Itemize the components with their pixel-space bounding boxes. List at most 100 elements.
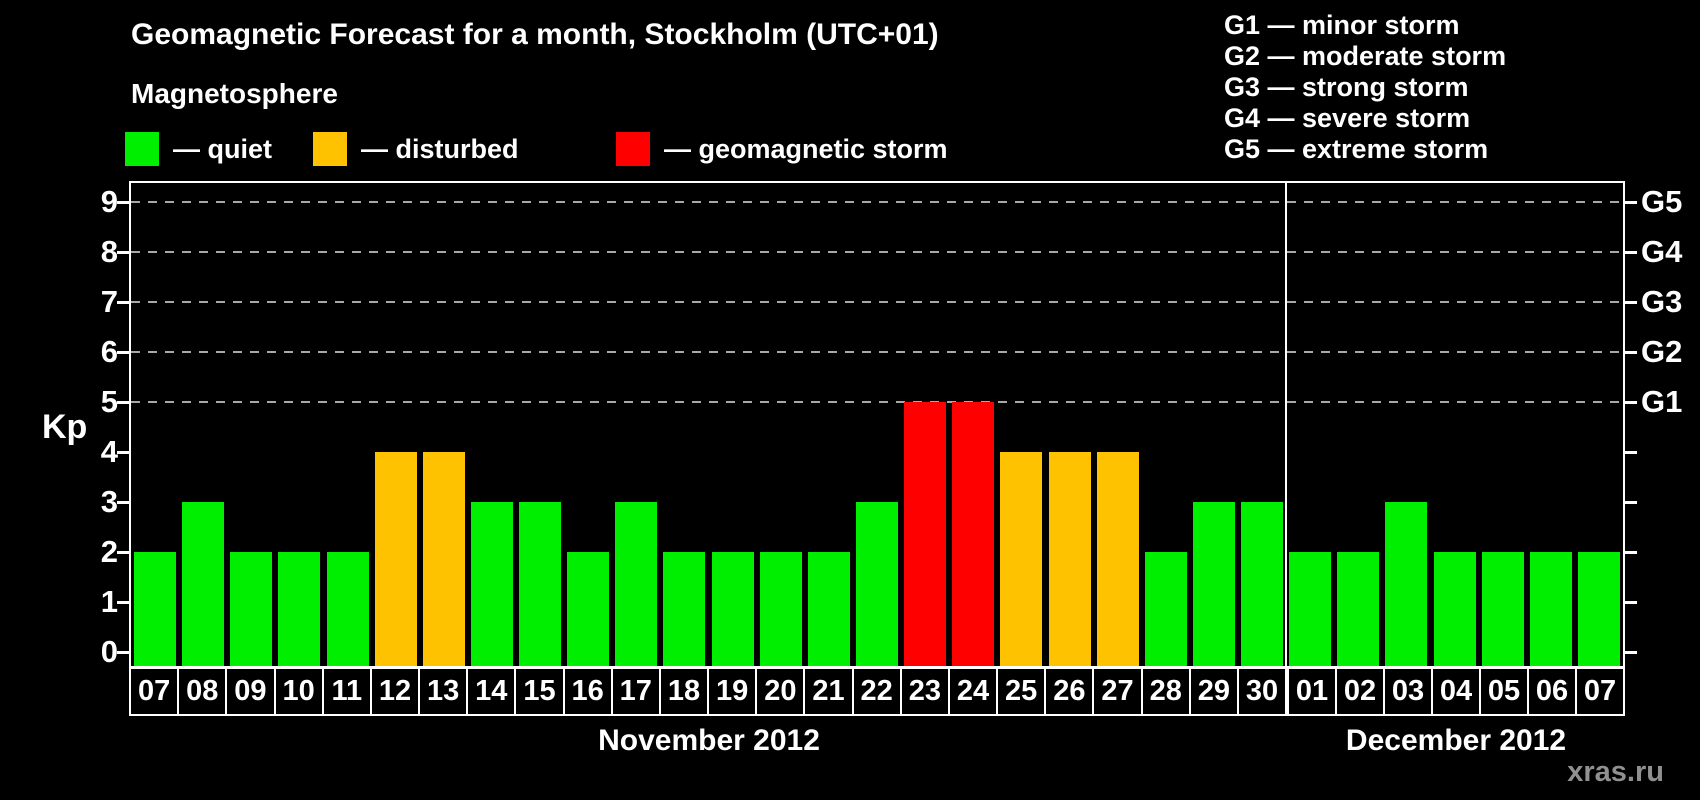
kp-bar-18 xyxy=(663,552,706,667)
day-label-cell: 11 xyxy=(321,668,370,714)
left-axis-tick xyxy=(117,401,129,404)
legend-label-disturbed: — disturbed xyxy=(361,133,519,164)
kp-bar-03 xyxy=(1385,502,1428,667)
kp-bar-07 xyxy=(134,552,177,667)
g-scale-tick-label: G1 xyxy=(1641,384,1683,419)
kp-bar-28 xyxy=(1144,552,1187,667)
left-axis-tick xyxy=(117,251,129,254)
day-label-cell: 25 xyxy=(996,668,1044,714)
disturbed-color-swatch xyxy=(313,132,347,166)
day-label-cell: 05 xyxy=(1479,668,1527,714)
kp-bar-08 xyxy=(182,502,225,667)
day-label-cell: 12 xyxy=(369,668,418,714)
left-axis-tick xyxy=(117,501,129,504)
kp-bar-25 xyxy=(1000,452,1043,667)
kp-bar-27 xyxy=(1096,452,1139,667)
legend-item-disturbed: — disturbed xyxy=(313,131,519,167)
day-label-cell: 09 xyxy=(225,668,273,714)
legend-heading: Magnetosphere xyxy=(131,78,338,109)
y-axis-tick-label: 8 xyxy=(100,234,118,269)
kp-bar-30 xyxy=(1241,502,1284,667)
kp-bar-26 xyxy=(1048,452,1091,667)
day-label-cell: 06 xyxy=(1527,668,1575,714)
left-axis-tick xyxy=(117,601,129,604)
right-axis-tick xyxy=(1623,451,1637,454)
y-axis-tick-label: 5 xyxy=(100,384,118,419)
legend-label-quiet: — quiet xyxy=(173,133,272,164)
day-label-cell: 29 xyxy=(1188,668,1237,714)
day-label-cell: 23 xyxy=(899,668,948,714)
kp-bar-12 xyxy=(374,452,417,667)
g-scale-tick-label: G3 xyxy=(1641,284,1683,319)
kp-bar-14 xyxy=(470,502,513,667)
kp-bar-02 xyxy=(1337,552,1380,667)
day-label-cell: 04 xyxy=(1431,668,1479,714)
day-label-cell: 15 xyxy=(514,668,562,714)
month-label-november: November 2012 xyxy=(598,724,820,757)
day-label-cell: 07 xyxy=(137,674,171,707)
g-scale-legend-line: G2 — moderate storm xyxy=(1224,41,1507,71)
y-axis-tick-label: 0 xyxy=(100,634,118,669)
storm-color-swatch xyxy=(616,132,650,166)
day-label-cell: 27 xyxy=(1092,668,1140,714)
kp-bar-05 xyxy=(1481,552,1524,667)
kp-bar-06 xyxy=(1529,552,1572,667)
day-label-cell: 22 xyxy=(851,668,900,714)
right-axis-tick xyxy=(1623,201,1637,204)
kp-bar-29 xyxy=(1192,502,1235,667)
day-label-cell: 16 xyxy=(562,668,611,714)
kp-bar-19 xyxy=(711,552,754,667)
y-axis-tick-label: 2 xyxy=(100,534,118,569)
kp-bar-24 xyxy=(952,402,995,667)
g-scale-tick-label: G5 xyxy=(1641,184,1683,219)
plot-area xyxy=(129,181,1625,669)
day-label-cell: 08 xyxy=(177,668,225,714)
day-label-cell: 20 xyxy=(755,668,803,714)
day-label-cell: 14 xyxy=(466,668,514,714)
kp-bar-22 xyxy=(856,502,898,667)
day-label-cell: 24 xyxy=(947,668,996,714)
g-scale-legend-line: G5 — extreme storm xyxy=(1224,134,1489,164)
gridline-kp6 xyxy=(131,351,1623,353)
kp-bar-10 xyxy=(278,552,321,667)
g-scale-legend-line: G3 — strong storm xyxy=(1224,72,1469,102)
day-label-cell: 13 xyxy=(418,668,466,714)
kp-bar-21 xyxy=(807,552,850,667)
right-axis-tick xyxy=(1623,551,1637,554)
g-scale-legend-line: G1 — minor storm xyxy=(1224,10,1460,40)
day-label-cell: 07 xyxy=(1575,668,1623,714)
right-axis-tick xyxy=(1623,351,1637,354)
day-label-cell: 17 xyxy=(610,668,659,714)
y-axis-tick-label: 6 xyxy=(100,334,118,369)
day-label-cell: 28 xyxy=(1140,668,1189,714)
left-axis-tick xyxy=(117,301,129,304)
g-scale-tick-label: G4 xyxy=(1641,234,1683,269)
day-label-cell: 02 xyxy=(1335,668,1383,714)
right-axis-tick xyxy=(1623,651,1637,654)
kp-bar-13 xyxy=(422,452,465,667)
right-axis-tick xyxy=(1623,401,1637,404)
gridline-kp5 xyxy=(131,401,1623,403)
kp-bar-16 xyxy=(567,552,610,667)
left-axis-tick xyxy=(117,551,129,554)
day-label-cell: 26 xyxy=(1044,668,1092,714)
month-divider-line xyxy=(1285,183,1288,667)
left-axis-tick xyxy=(117,651,129,654)
kp-bar-23 xyxy=(904,402,947,667)
day-label-cell: 01 xyxy=(1295,674,1329,707)
legend-item-quiet: — quiet xyxy=(125,131,272,167)
y-axis-tick-label: 9 xyxy=(100,184,118,219)
left-axis-tick xyxy=(117,451,129,454)
legend-label-storm: — geomagnetic storm xyxy=(664,133,948,164)
month-label-december: December 2012 xyxy=(1345,724,1567,757)
kp-bar-11 xyxy=(326,552,369,667)
day-label-cell: 30 xyxy=(1236,668,1285,714)
legend-item-storm: — geomagnetic storm xyxy=(616,131,948,167)
gridline-kp8 xyxy=(131,251,1623,253)
kp-bar-17 xyxy=(615,502,658,667)
quiet-color-swatch xyxy=(125,132,159,166)
gridline-kp7 xyxy=(131,301,1623,303)
right-axis-tick xyxy=(1623,251,1637,254)
y-axis-tick-label: 3 xyxy=(100,484,118,519)
day-label-cell: 03 xyxy=(1383,668,1431,714)
